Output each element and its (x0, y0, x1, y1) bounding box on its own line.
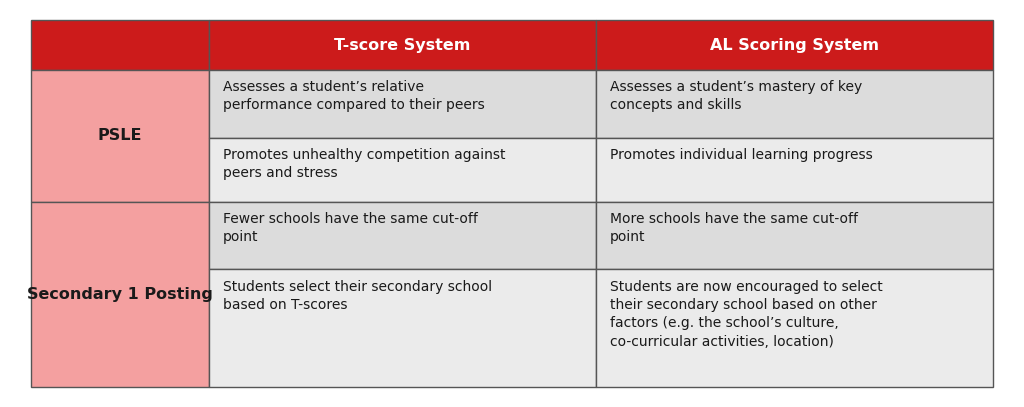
Bar (31, 70, 209, 202)
Text: Assesses a student’s relative
performance compared to their peers: Assesses a student’s relative performanc… (223, 80, 485, 112)
Text: T-score System: T-score System (334, 37, 470, 53)
Text: Assesses a student’s mastery of key
concepts and skills: Assesses a student’s mastery of key conc… (610, 80, 862, 112)
Text: Promotes individual learning progress: Promotes individual learning progress (610, 148, 872, 162)
Bar (596, 20, 993, 70)
Text: Promotes unhealthy competition against
peers and stress: Promotes unhealthy competition against p… (223, 148, 506, 180)
Bar (31, 20, 209, 70)
Bar (596, 269, 993, 387)
Text: PSLE: PSLE (97, 128, 142, 143)
Text: Secondary 1 Posting: Secondary 1 Posting (27, 287, 213, 302)
Text: AL Scoring System: AL Scoring System (710, 37, 879, 53)
Bar (596, 70, 993, 138)
Bar (596, 138, 993, 202)
Bar (209, 138, 596, 202)
Bar (596, 202, 993, 269)
Text: Fewer schools have the same cut-off
point: Fewer schools have the same cut-off poin… (223, 212, 478, 244)
Bar (209, 269, 596, 387)
Text: Students select their secondary school
based on T-scores: Students select their secondary school b… (223, 280, 493, 312)
Bar (209, 20, 596, 70)
Bar (209, 70, 596, 138)
Text: Students are now encouraged to select
their secondary school based on other
fact: Students are now encouraged to select th… (610, 280, 883, 349)
Bar (31, 202, 209, 387)
Bar (209, 202, 596, 269)
Text: More schools have the same cut-off
point: More schools have the same cut-off point (610, 212, 858, 244)
